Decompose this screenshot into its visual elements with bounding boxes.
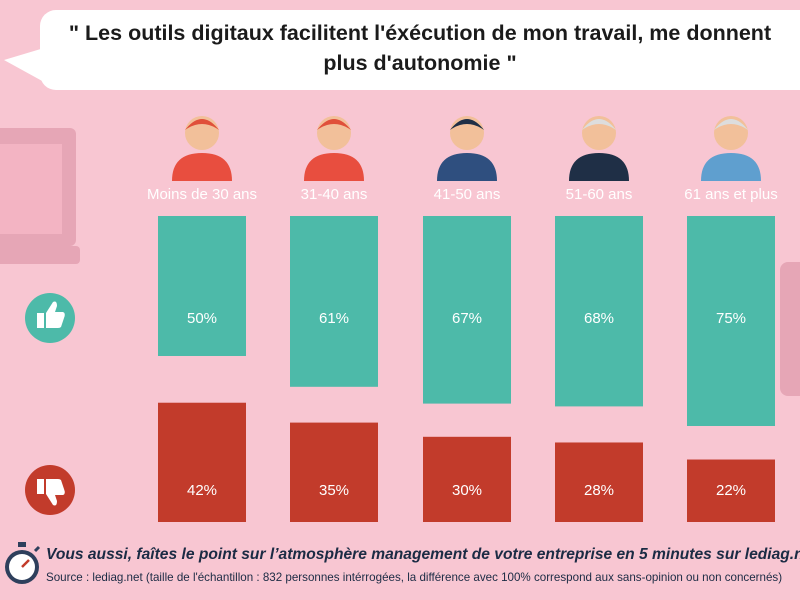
disagree-value-label: 30% (452, 482, 482, 499)
stopwatch-icon (5, 542, 41, 584)
quote-bubble (40, 10, 800, 90)
agree-value-label: 50% (187, 310, 217, 327)
agree-bar (158, 216, 246, 356)
footer-callout: Vous aussi, faîtes le point sur l’atmosp… (46, 546, 800, 563)
disagree-value-label: 28% (584, 482, 614, 499)
disagree-bar (423, 436, 511, 522)
agree-bar (423, 216, 511, 404)
thumbs-up-icon (25, 293, 75, 343)
agree-bar (290, 216, 378, 387)
footer-source: Source : lediag.net (taille de l'échanti… (46, 571, 783, 584)
category-label: Moins de 30 ans (147, 186, 257, 203)
laptop-icon (0, 128, 80, 264)
agree-value-label: 75% (716, 310, 746, 327)
person-avatar-icon (437, 116, 497, 181)
agree-bar (687, 216, 775, 426)
agree-value-label: 61% (319, 310, 349, 327)
category-label: 61 ans et plus (684, 186, 777, 203)
category-label: 51-60 ans (566, 186, 633, 203)
disagree-value-label: 35% (319, 482, 349, 499)
disagree-bar (687, 459, 775, 522)
disagree-value-label: 22% (716, 482, 746, 499)
disagree-bar (158, 402, 246, 522)
agree-value-label: 67% (452, 310, 482, 327)
disagree-bar (290, 422, 378, 522)
chart-title: " Les outils digitaux facilitent l'éxécu… (68, 21, 772, 75)
person-avatar-icon (304, 116, 364, 181)
agree-value-label: 68% (584, 310, 614, 327)
agree-bar (555, 216, 643, 407)
disagree-value-label: 42% (187, 482, 217, 499)
quote-bubble-tail (4, 48, 44, 82)
person-avatar-icon (701, 116, 761, 181)
disagree-bar (555, 442, 643, 522)
thumbs-down-icon (25, 465, 75, 515)
category-label: 41-50 ans (434, 186, 501, 203)
category-label: 31-40 ans (301, 186, 368, 203)
person-avatar-icon (172, 116, 232, 181)
person-avatar-icon (569, 116, 629, 181)
device-icon (780, 262, 800, 396)
